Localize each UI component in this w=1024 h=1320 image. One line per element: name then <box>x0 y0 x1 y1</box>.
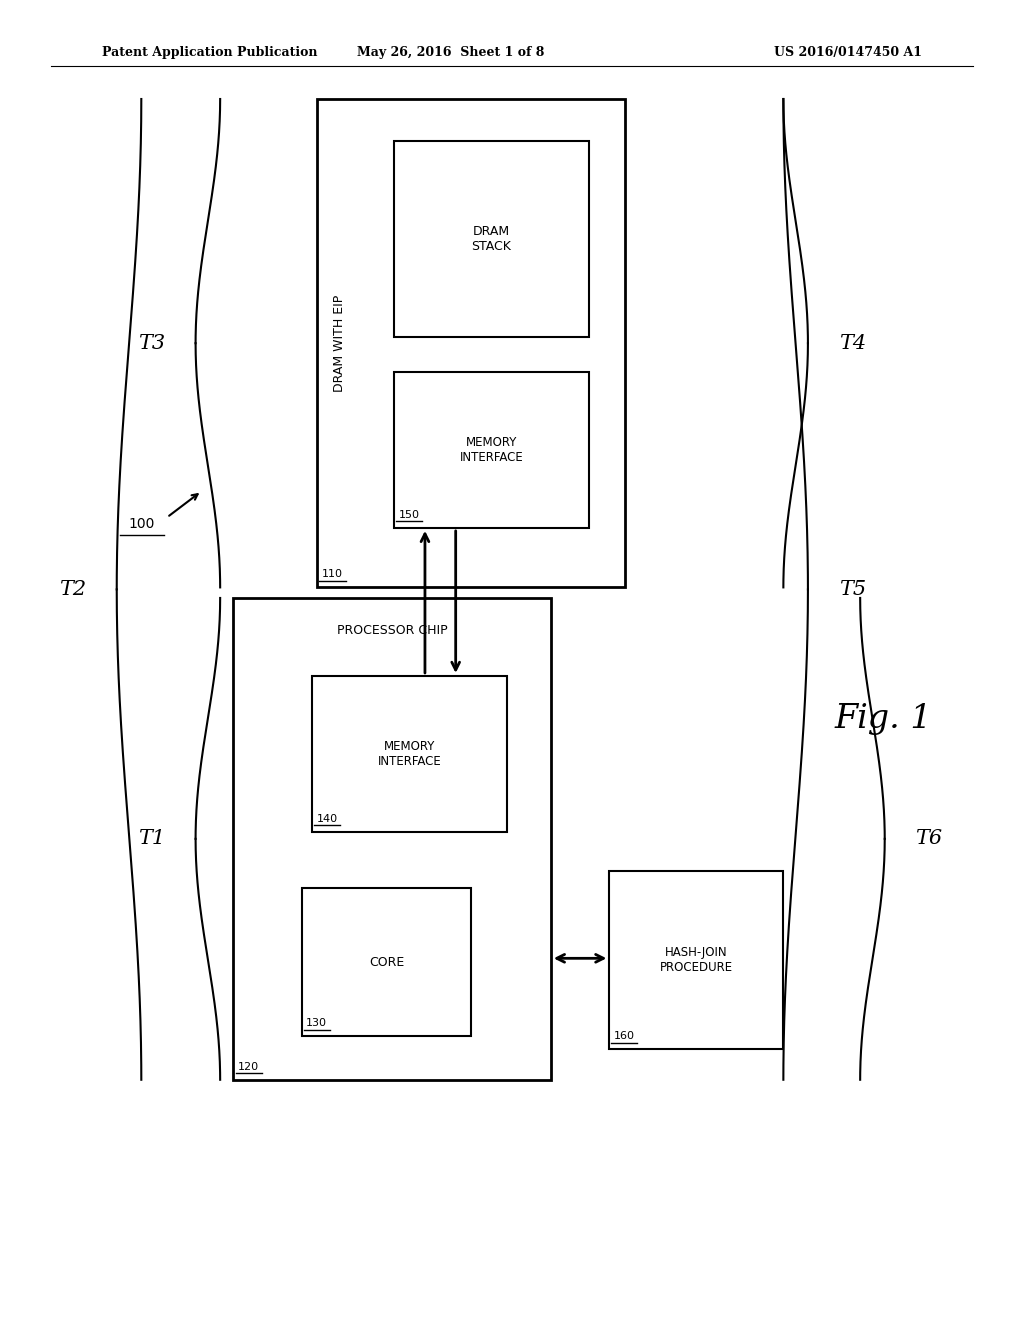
Text: DRAM WITH EIP: DRAM WITH EIP <box>334 294 346 392</box>
Text: T6: T6 <box>915 829 942 849</box>
Bar <box>394 372 589 528</box>
Bar <box>317 99 625 587</box>
Text: 110: 110 <box>322 569 343 579</box>
Text: T1: T1 <box>138 829 165 849</box>
Text: 120: 120 <box>238 1061 259 1072</box>
Text: 160: 160 <box>613 1031 635 1041</box>
Text: US 2016/0147450 A1: US 2016/0147450 A1 <box>773 46 922 59</box>
Text: T3: T3 <box>138 334 165 352</box>
Text: CORE: CORE <box>369 956 404 969</box>
Bar <box>312 676 507 832</box>
Text: DRAM
STACK: DRAM STACK <box>472 224 511 253</box>
Text: MEMORY
INTERFACE: MEMORY INTERFACE <box>460 436 523 465</box>
Text: Patent Application Publication: Patent Application Publication <box>102 46 317 59</box>
Bar <box>609 871 783 1049</box>
Text: T4: T4 <box>839 334 865 352</box>
Text: 100: 100 <box>128 517 155 531</box>
Text: MEMORY
INTERFACE: MEMORY INTERFACE <box>378 739 441 768</box>
Text: 150: 150 <box>398 510 420 520</box>
Bar <box>233 598 551 1080</box>
Text: May 26, 2016  Sheet 1 of 8: May 26, 2016 Sheet 1 of 8 <box>357 46 544 59</box>
Text: Fig. 1: Fig. 1 <box>835 704 932 735</box>
Text: 140: 140 <box>316 813 338 824</box>
Text: T2: T2 <box>59 579 86 599</box>
Bar <box>394 141 589 337</box>
Bar <box>302 888 471 1036</box>
Text: T5: T5 <box>839 579 865 599</box>
Text: HASH-JOIN
PROCEDURE: HASH-JOIN PROCEDURE <box>659 946 733 974</box>
Text: PROCESSOR CHIP: PROCESSOR CHIP <box>337 624 447 638</box>
Text: 130: 130 <box>306 1018 328 1028</box>
